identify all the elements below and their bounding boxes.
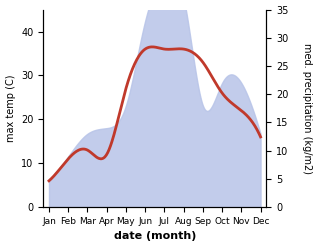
Y-axis label: med. precipitation (kg/m2): med. precipitation (kg/m2)	[302, 43, 313, 174]
Y-axis label: max temp (C): max temp (C)	[5, 75, 16, 142]
X-axis label: date (month): date (month)	[114, 231, 196, 242]
